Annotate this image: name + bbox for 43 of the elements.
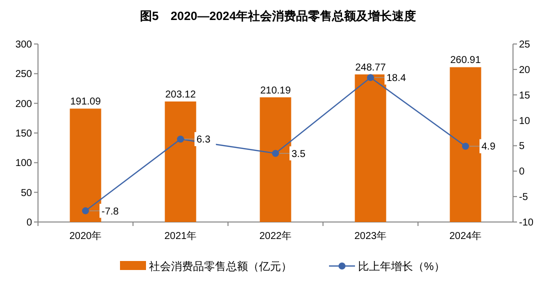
bar [450, 67, 482, 222]
y2-tick-label: 10 [519, 116, 531, 127]
data-label: 6.3 [196, 134, 211, 146]
legend-label: 比上年增长（%） [358, 260, 445, 273]
x-tick-label: 2022年 [259, 230, 292, 242]
y2-tick-label: 0 [519, 166, 525, 178]
bar [260, 97, 292, 222]
bar [164, 101, 196, 222]
data-label: 210.19 [260, 85, 292, 96]
x-tick-label: 2020年 [69, 230, 102, 242]
y-tick-label: 100 [15, 158, 32, 170]
chart-title: 图5 2020—2024年社会消费品零售总额及增长速度 [140, 9, 416, 23]
data-label: 203.12 [165, 89, 196, 100]
point [177, 136, 184, 143]
y-tick-label: 150 [15, 128, 32, 140]
data-label: -7.8 [102, 206, 120, 218]
bar [354, 74, 386, 222]
y2-tick-label: -10 [519, 218, 534, 228]
point [272, 150, 279, 157]
y-tick-label: 250 [15, 69, 32, 80]
y2-tick-label: -5 [519, 192, 528, 204]
y-tick-label: 0 [26, 218, 32, 228]
y2-tick-label: 20 [519, 64, 531, 76]
x-tick-label: 2023年 [354, 230, 387, 242]
data-label: 248.77 [355, 62, 386, 74]
data-label: 191.09 [70, 96, 102, 108]
data-label: 3.5 [292, 148, 306, 160]
y-tick-label: 200 [15, 98, 32, 110]
y-tick-label: 300 [15, 40, 32, 50]
point [82, 207, 89, 214]
data-label: 18.4 [386, 73, 406, 84]
bar [70, 108, 102, 222]
y2-tick-label: 15 [519, 90, 531, 102]
data-label: 260.91 [450, 55, 482, 66]
y2-tick-label: 5 [519, 141, 525, 152]
y-tick-label: 50 [20, 188, 32, 199]
point [367, 74, 374, 82]
y2-tick-label: 25 [519, 40, 531, 50]
data-label: 4.9 [482, 142, 496, 153]
legend-label: 社会消费品零售总额（亿元） [149, 260, 292, 273]
x-tick-label: 2021年 [164, 230, 197, 242]
point [462, 142, 469, 150]
x-tick-label: 2024年 [449, 230, 482, 242]
